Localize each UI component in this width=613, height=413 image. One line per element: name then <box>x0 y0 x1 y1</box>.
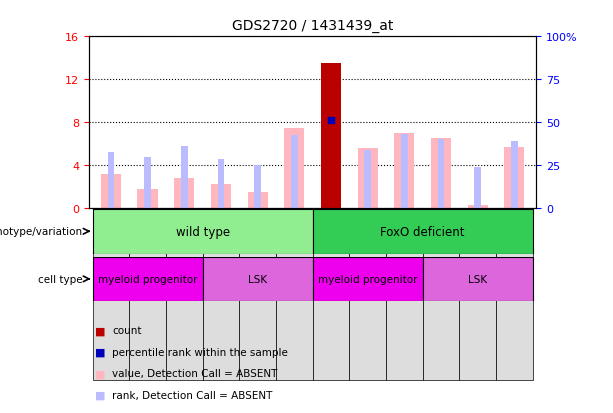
Bar <box>313 209 533 254</box>
Bar <box>468 206 488 209</box>
Title: GDS2720 / 1431439_at: GDS2720 / 1431439_at <box>232 19 394 33</box>
Bar <box>394 133 414 209</box>
Bar <box>474 168 481 209</box>
Bar <box>431 139 451 209</box>
Text: LSK: LSK <box>468 274 487 284</box>
Text: myeloid progenitor: myeloid progenitor <box>98 274 197 284</box>
Bar <box>357 149 378 209</box>
FancyBboxPatch shape <box>496 209 533 380</box>
FancyBboxPatch shape <box>202 209 239 380</box>
Text: ■: ■ <box>95 325 105 335</box>
Text: LSK: LSK <box>248 274 267 284</box>
Text: count: count <box>112 325 142 335</box>
Text: ■: ■ <box>95 368 105 378</box>
Bar <box>313 257 423 301</box>
Bar <box>291 136 297 209</box>
FancyBboxPatch shape <box>423 209 459 380</box>
FancyBboxPatch shape <box>313 209 349 380</box>
FancyBboxPatch shape <box>276 209 313 380</box>
Bar <box>364 151 371 209</box>
Bar <box>218 159 224 209</box>
Bar <box>108 153 114 209</box>
Text: ■: ■ <box>95 390 105 400</box>
Bar <box>248 192 268 209</box>
Bar <box>438 140 444 209</box>
Bar <box>93 257 202 301</box>
Bar <box>511 142 517 209</box>
Bar <box>93 209 313 254</box>
Bar <box>181 147 188 209</box>
FancyBboxPatch shape <box>459 209 496 380</box>
FancyBboxPatch shape <box>129 209 166 380</box>
Text: wild type: wild type <box>175 225 230 238</box>
Bar <box>144 157 151 209</box>
Bar <box>401 135 408 209</box>
Bar <box>321 64 341 209</box>
FancyBboxPatch shape <box>166 209 202 380</box>
FancyBboxPatch shape <box>93 209 129 380</box>
Bar <box>423 257 533 301</box>
Text: myeloid progenitor: myeloid progenitor <box>318 274 417 284</box>
Bar <box>504 147 525 209</box>
Bar <box>174 178 194 209</box>
Bar <box>202 257 313 301</box>
Bar <box>137 189 158 209</box>
Bar <box>284 128 305 209</box>
Text: percentile rank within the sample: percentile rank within the sample <box>112 347 288 357</box>
Text: rank, Detection Call = ABSENT: rank, Detection Call = ABSENT <box>112 390 273 400</box>
FancyBboxPatch shape <box>386 209 423 380</box>
FancyBboxPatch shape <box>349 209 386 380</box>
Text: ■: ■ <box>95 347 105 357</box>
Bar <box>254 166 261 209</box>
FancyBboxPatch shape <box>239 209 276 380</box>
Bar <box>101 174 121 209</box>
Text: FoxO deficient: FoxO deficient <box>381 225 465 238</box>
Text: genotype/variation: genotype/variation <box>0 227 83 237</box>
Bar <box>211 185 231 209</box>
Text: value, Detection Call = ABSENT: value, Detection Call = ABSENT <box>112 368 278 378</box>
Text: cell type: cell type <box>38 274 83 284</box>
